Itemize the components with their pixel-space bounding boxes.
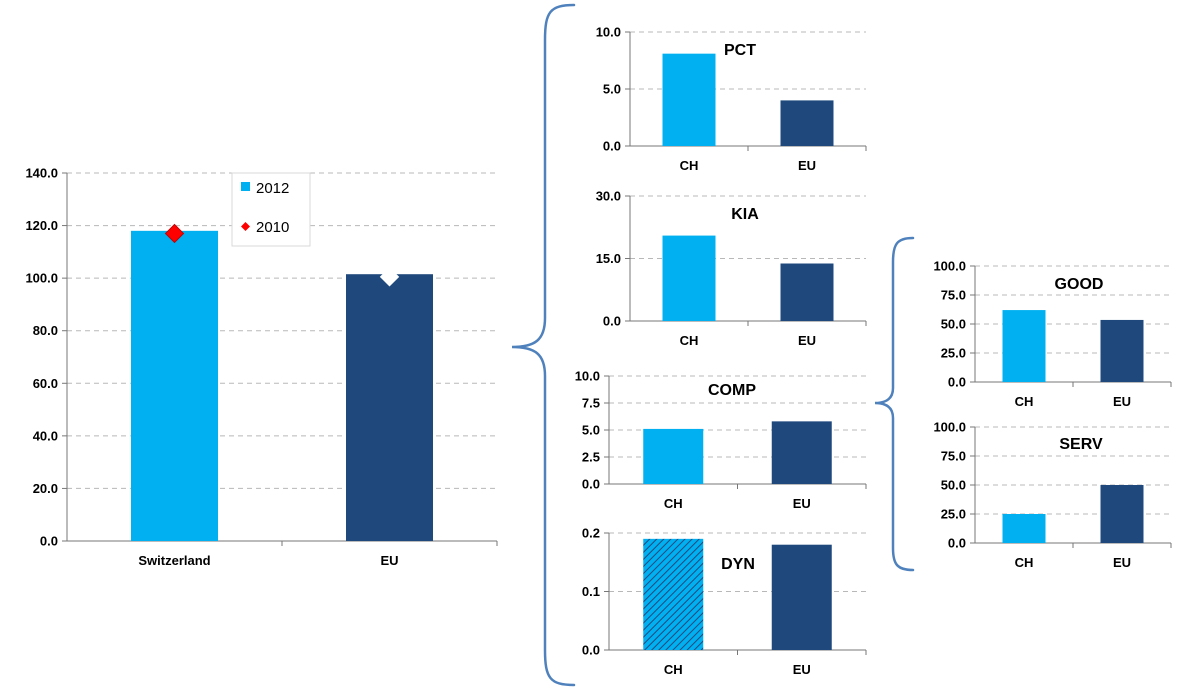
y-tick-label: 10.0 (596, 25, 621, 40)
x-tick-label: CH (1015, 555, 1034, 570)
bar-eu (1100, 485, 1144, 543)
chart-kia: 0.0 15.0 30.0 CH EU KIA (596, 189, 867, 348)
y-tick-label: 40.0 (33, 428, 58, 443)
chart-serv: 0.0 25.0 50.0 75.0 100.0 CH EU SERV (933, 420, 1172, 570)
bar-eu (771, 421, 832, 484)
y-tick-label: 10.0 (575, 369, 600, 384)
y-tick-label: 80.0 (33, 323, 58, 338)
y-tick-label: 100.0 (25, 271, 58, 286)
chart-title: COMP (708, 382, 756, 399)
marker-2010-eu (379, 267, 400, 287)
chart-pct: 0.0 5.0 10.0 CH EU PCT (596, 25, 867, 173)
chart-good: 0.0 25.0 50.0 75.0 100.0 CH EU GOOD (933, 259, 1172, 409)
y-tick-label: 75.0 (941, 449, 966, 464)
y-tick-label: 0.0 (603, 139, 621, 154)
bar-eu (780, 263, 834, 321)
chart-title: KIA (731, 206, 759, 223)
bar-ch (1002, 514, 1046, 543)
chart-title: SERV (1059, 436, 1103, 453)
bar-eu (780, 100, 834, 146)
x-tick-label: CH (1015, 394, 1034, 409)
chart-title: DYN (721, 556, 755, 573)
y-tick-label: 0.0 (582, 643, 600, 658)
chart-overall: 0.0 20.0 40.0 60.0 80.0 100.0 120.0 140.0 Switze… (25, 166, 498, 568)
y-tick-label: 60.0 (33, 376, 58, 391)
y-tick-label: 5.0 (582, 423, 600, 438)
x-tick-label: CH (680, 158, 699, 173)
x-tick-label: EU (1113, 394, 1131, 409)
y-tick-label: 50.0 (941, 478, 966, 493)
bar-switzerland (131, 230, 218, 542)
bar-ch (643, 428, 704, 484)
x-tick-label: CH (664, 662, 683, 677)
y-tick-label: 0.0 (948, 375, 966, 390)
y-tick-label: 7.5 (582, 396, 600, 411)
chart-comp: 0.0 2.5 5.0 7.5 10.0 CH EU COMP (575, 369, 867, 511)
y-tick-label: 15.0 (596, 251, 621, 266)
y-tick-label: 25.0 (941, 507, 966, 522)
y-tick-label: 0.2 (582, 526, 600, 541)
bar-ch (1002, 310, 1046, 382)
y-tick-label: 5.0 (603, 82, 621, 97)
x-tick-label: EU (798, 158, 816, 173)
x-tick-label: EU (798, 333, 816, 348)
bar-ch (662, 235, 716, 321)
bar-ch (662, 53, 716, 146)
x-tick-label: EU (793, 662, 811, 677)
brace-right-small (874, 236, 915, 572)
y-tick-label: 140.0 (25, 166, 58, 181)
charts-layer: 0.0 20.0 40.0 60.0 80.0 100.0 120.0 140.0 Switze… (25, 25, 1172, 677)
legend-swatch-2010 (241, 222, 250, 231)
bar-eu (1100, 319, 1144, 382)
legend-swatch-2012 (241, 182, 250, 191)
y-tick-label: 2.5 (582, 450, 600, 465)
x-tick-label: Switzerland (138, 553, 210, 568)
y-tick-label: 0.0 (582, 477, 600, 492)
x-tick-label: EU (380, 553, 398, 568)
x-tick-label: CH (664, 496, 683, 511)
brace-left-large (511, 3, 576, 687)
y-tick-label: 75.0 (941, 288, 966, 303)
bar-eu (346, 274, 433, 541)
y-tick-label: 50.0 (941, 317, 966, 332)
y-tick-label: 30.0 (596, 189, 621, 204)
y-tick-label: 100.0 (933, 420, 966, 435)
legend-label-2010: 2010 (256, 219, 289, 236)
x-tick-label: CH (680, 333, 699, 348)
chart-dyn: 0.0 0.1 0.2 CH EU DYN (582, 526, 867, 677)
y-tick-label: 20.0 (33, 481, 58, 496)
y-tick-label: 0.0 (603, 314, 621, 329)
legend-label-2012: 2012 (256, 180, 289, 197)
bar-eu (771, 544, 832, 650)
y-tick-label: 120.0 (25, 218, 58, 233)
chart-title: GOOD (1055, 276, 1104, 293)
y-tick-label: 0.0 (40, 534, 58, 549)
chart-title: PCT (724, 42, 756, 59)
x-tick-label: EU (1113, 555, 1131, 570)
y-tick-label: 0.1 (582, 584, 600, 599)
x-tick-label: EU (793, 496, 811, 511)
y-tick-label: 100.0 (933, 259, 966, 274)
y-tick-label: 0.0 (948, 536, 966, 551)
y-tick-label: 25.0 (941, 346, 966, 361)
marker-2010-switzerland (164, 223, 185, 244)
bar-ch (643, 538, 704, 650)
legend: 2012 2010 (231, 172, 311, 247)
